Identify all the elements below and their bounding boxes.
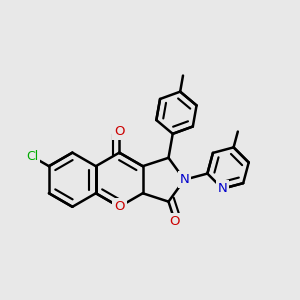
Text: N: N — [179, 173, 189, 186]
Text: O: O — [114, 200, 124, 213]
Text: N: N — [218, 182, 227, 195]
Text: O: O — [114, 125, 124, 138]
Text: O: O — [170, 215, 180, 228]
Text: Cl: Cl — [26, 150, 38, 163]
